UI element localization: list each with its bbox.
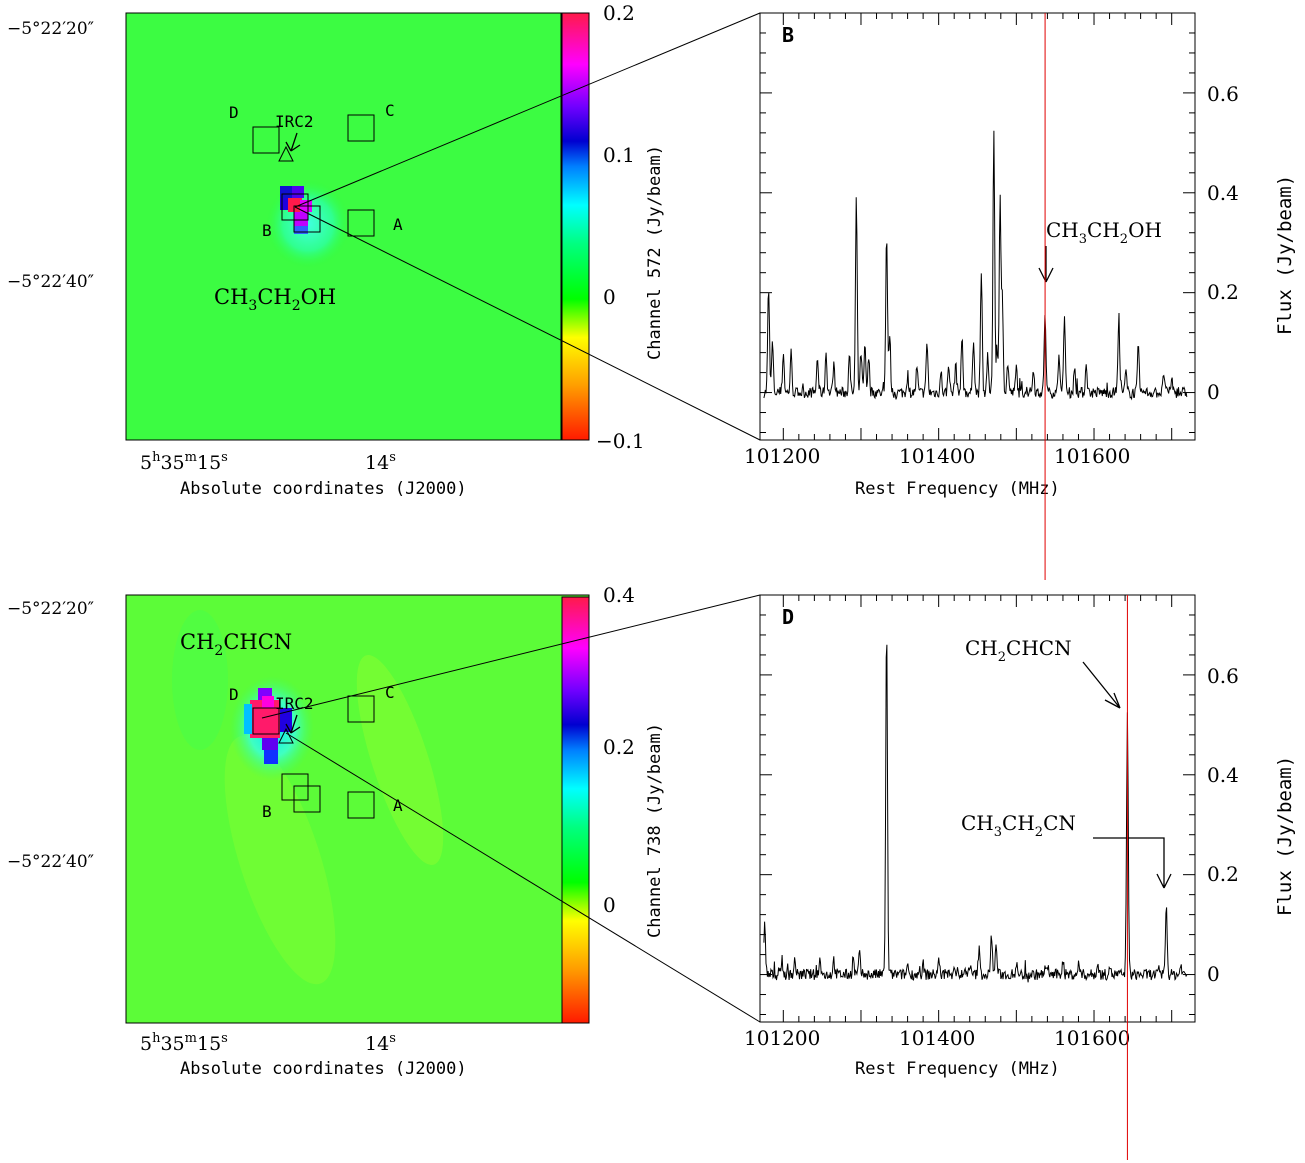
source-label-a: A [393,215,403,234]
spectrum-b-annotation-ethanol: CH3CH2OH [1046,218,1162,247]
map-top-ra-tick-2: 14s [365,450,396,474]
panel-d-label: D [782,605,794,629]
map-top-ra-tick-1: 5h35m15s [140,450,228,474]
spectrum-d-ytick-1: 0 [1207,962,1220,986]
irc2-marker [278,727,294,744]
map-bottom-image [126,595,589,1023]
colorbar-bottom-label: Channel 738 (Jy/beam) [645,723,665,938]
spectrum-b-ytick-3: 0.4 [1207,181,1239,205]
spectrum-b-ticks [760,13,1195,440]
map-bottom-emission-pixel [244,704,252,734]
map-bottom-stripe [172,610,228,750]
colorbar-top-tick-2: 0.1 [603,143,635,167]
map-bottom-dec-tick-1: −5°22′20″ [7,599,94,619]
colorbar-bottom-tick-3: 0 [603,893,616,917]
spectrum-b-xlabel: Rest Frequency (MHz) [855,479,1060,499]
spectrum-b-annotation-arrow [1038,246,1054,283]
spectrum-b-ytick-1: 0 [1207,380,1220,404]
spectrum-d-frame [759,594,1196,1023]
map-bottom-emission-pixel [264,750,278,764]
source-label-b: B [262,802,272,821]
map-top-dec-tick-2: −5°22′40″ [7,272,94,292]
map-bottom-molecule-label: CH2CHCN [180,630,292,659]
colorbar-bottom-tick-2: 0.2 [603,735,635,759]
source-label-c: C [385,101,395,120]
map-top-emission-pixel [294,226,308,234]
colorbar-top-tick-1: 0.2 [603,1,635,25]
spectrum-panel-d: D 101200 101400 101600 0 0.2 0.4 0.6 Res… [744,594,1296,1079]
spectrum-d-annotation-vinyl-cyanide: CH2CHCN [965,636,1072,665]
spectrum-d-annotation-ethyl-cyanide: CH3CH2CN [961,811,1076,840]
map-bottom-xlabel: Absolute coordinates (J2000) [180,1059,467,1079]
map-top-xlabel: Absolute coordinates (J2000) [180,479,467,499]
source-box-d [252,707,280,735]
panel-b-label: B [782,23,794,47]
source-box-a [347,791,375,819]
spectrum-b-xtick-1: 101200 [744,444,820,468]
source-box-d [252,126,280,154]
irc2-label: IRC2 [275,112,314,131]
spectrum-b-frame [759,12,1196,441]
source-box-b [281,193,309,221]
spectrum-d-xlabel: Rest Frequency (MHz) [855,1059,1060,1079]
spectrum-d-ytick-3: 0.4 [1207,763,1239,787]
source-box-c [347,695,375,723]
map-bottom-emission-pixel [262,738,278,750]
spectrum-b-xtick-3: 101600 [1054,444,1130,468]
spectrum-d-ytick-2: 0.2 [1207,862,1239,886]
spectrum-b-line [763,130,1188,401]
spectrum-d-line [763,644,1188,983]
spectrum-d-xtick-3: 101600 [1054,1026,1130,1050]
source-label-d: D [229,685,239,704]
colorbar-bottom-tick-1: 0.4 [603,583,635,607]
source-label-c: C [385,683,395,702]
colorbar-bottom [561,596,590,1024]
irc2-marker [278,145,294,162]
map-bottom-emission-pixel [262,696,274,708]
source-label-b: B [262,221,272,240]
irc2-arrow [285,714,301,734]
spectrum-d-xtick-2: 101400 [899,1026,975,1050]
map-bottom: D C B A IRC2 CH2CHCN −5°22′20″ −5°22′40″… [7,583,665,1079]
map-bottom-stripe [356,655,444,865]
map-top-emission-pixel [280,186,292,198]
colorbar-top-tick-3: 0 [603,285,616,309]
map-bottom-dec-tick-2: −5°22′40″ [7,852,94,872]
map-top-dec-tick-1: −5°22′20″ [7,19,94,39]
spectrum-d-annotation-arrow-1 [1082,661,1121,709]
colorbar-top-tick-4: −0.1 [596,429,645,453]
spectrum-d-ticks [760,595,1195,1022]
source-box-b [281,773,309,801]
zoom-connectors-top [294,12,761,441]
spectrum-b-ytick-4: 0.6 [1207,82,1239,106]
map-bottom-ra-tick-1: 5h35m15s [140,1031,228,1055]
spectrum-b-ytick-2: 0.2 [1207,280,1239,304]
map-top-frame [125,12,562,441]
map-top-molecule-label: CH3CH2OH [214,285,336,314]
map-bottom-ra-tick-2: 14s [365,1031,396,1055]
spectrum-panel-b: B 101200 101400 101600 0 0.2 0.4 0.6 Res… [744,12,1296,499]
map-top-emission-pixel [294,212,308,226]
irc2-arrow [285,132,301,152]
irc2-label: IRC2 [275,694,314,713]
source-box-b2 [293,785,321,813]
map-bottom-stripe [224,735,336,985]
spectrum-d-xtick-1: 101200 [744,1026,820,1050]
spectrum-d-ylabel: Flux (Jy/beam) [1274,756,1296,916]
spectrum-b-xtick-2: 101400 [899,444,975,468]
colorbar-top-label: Channel 572 (Jy/beam) [645,145,665,360]
spectrum-d-ytick-4: 0.6 [1207,664,1239,688]
map-top: D C B A IRC2 CH3CH2OH −5°22′20″ −5°22′40… [7,1,665,499]
map-top-emission-pixel [292,186,304,198]
source-box-a [347,209,375,237]
source-label-d: D [229,103,239,122]
spectrum-d-annotation-arrow-2 [1093,837,1172,889]
map-bottom-emission-pixel [280,708,292,732]
spectrum-b-ylabel: Flux (Jy/beam) [1274,175,1296,335]
source-label-a: A [393,796,403,815]
colorbar-top [561,12,590,441]
zoom-connectors-bottom [261,594,761,1023]
source-box-c [347,114,375,142]
